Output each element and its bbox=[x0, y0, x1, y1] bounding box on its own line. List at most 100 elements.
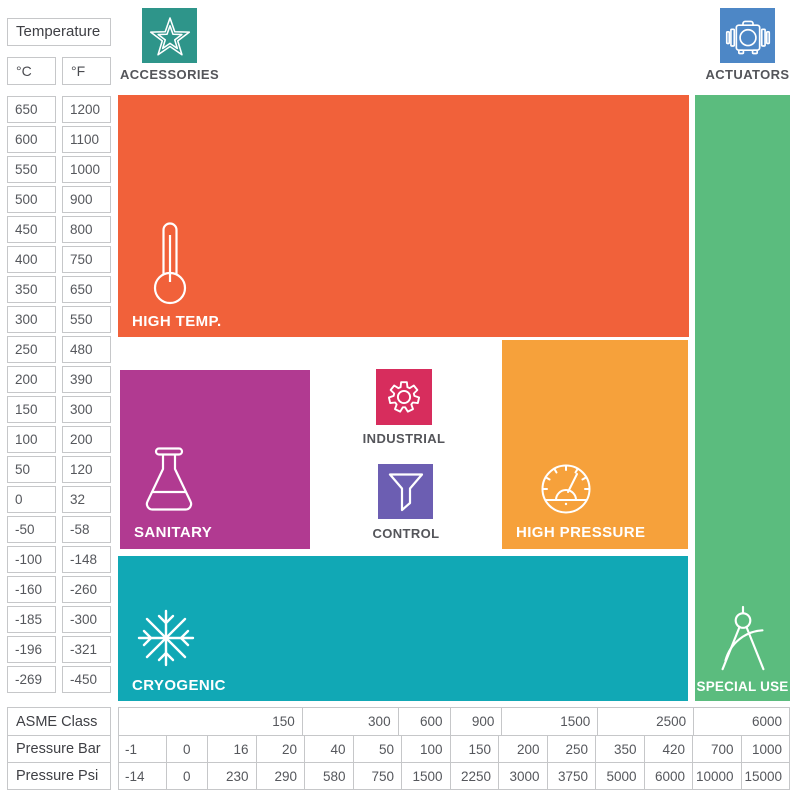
psi-cell-12: 10000 bbox=[692, 763, 741, 789]
bar-cell-7: 150 bbox=[449, 736, 499, 762]
industrial-tile[interactable] bbox=[376, 369, 432, 425]
temp-cell-f-2: 1000 bbox=[62, 156, 111, 183]
temp-cell-c-7: 300 bbox=[7, 306, 56, 333]
asme-cell-1: 300 bbox=[301, 708, 398, 735]
temp-cell-c-0: 650 bbox=[7, 96, 56, 123]
flask-icon bbox=[145, 447, 193, 511]
temp-cell-c-15: -100 bbox=[7, 546, 56, 573]
psi-cell-5: 750 bbox=[352, 763, 402, 789]
temp-cell-f-13: 32 bbox=[62, 486, 111, 513]
temp-unit-celsius: °C bbox=[7, 57, 56, 85]
temp-unit-fahrenheit: °F bbox=[62, 57, 111, 85]
temperature-title: Temperature bbox=[7, 18, 111, 46]
psi-cell-1: 0 bbox=[165, 763, 208, 789]
asme-cell-6: 6000 bbox=[693, 708, 789, 735]
asme-cell-2: 600 bbox=[397, 708, 450, 735]
bar-cell-3: 20 bbox=[255, 736, 305, 762]
asme-cell-0: 150 bbox=[272, 714, 295, 729]
compass-icon bbox=[721, 605, 765, 671]
star-icon bbox=[149, 16, 190, 56]
temp-cell-c-1: 600 bbox=[7, 126, 56, 153]
psi-cell-6: 1500 bbox=[401, 763, 450, 789]
temp-cell-f-7: 550 bbox=[62, 306, 111, 333]
temp-cell-f-19: -450 bbox=[62, 666, 111, 693]
control-tile[interactable] bbox=[378, 464, 433, 519]
bar-cell-12: 700 bbox=[692, 736, 741, 762]
temperature-f-column: 1200 1100 1000 900 800 750 650 550 480 390 300 200 1… bbox=[62, 96, 111, 696]
temp-cell-f-5: 750 bbox=[62, 246, 111, 273]
bar-cell-9: 250 bbox=[546, 736, 596, 762]
region-high-pressure[interactable]: HIGH PRESSURE bbox=[502, 340, 688, 549]
temp-cell-f-1: 1100 bbox=[62, 126, 111, 153]
psi-cell-7: 2250 bbox=[449, 763, 499, 789]
bar-cell-6: 100 bbox=[401, 736, 450, 762]
temp-cell-c-3: 500 bbox=[7, 186, 56, 213]
temp-cell-c-13: 0 bbox=[7, 486, 56, 513]
temp-cell-c-16: -160 bbox=[7, 576, 56, 603]
temp-cell-f-16: -260 bbox=[62, 576, 111, 603]
asme-cell-5: 2500 bbox=[597, 708, 693, 735]
temp-cell-f-14: -58 bbox=[62, 516, 111, 543]
temp-cell-f-10: 300 bbox=[62, 396, 111, 423]
asme-class-label: ASME Class bbox=[16, 713, 98, 730]
actuators-tile[interactable] bbox=[720, 8, 775, 63]
region-high-temp[interactable]: HIGH TEMP. bbox=[118, 95, 689, 337]
temp-cell-c-6: 350 bbox=[7, 276, 56, 303]
temp-cell-f-12: 120 bbox=[62, 456, 111, 483]
asme-class-row: 150 300 600 900 1500 2500 6000 bbox=[119, 708, 789, 735]
pressure-psi-row: -14 0 230 290 580 750 1500 2250 3000 3750 5000 6000… bbox=[119, 762, 789, 789]
psi-cell-10: 5000 bbox=[595, 763, 644, 789]
temp-cell-c-14: -50 bbox=[7, 516, 56, 543]
temp-cell-c-11: 100 bbox=[7, 426, 56, 453]
pressure-bar-label: Pressure Bar bbox=[16, 741, 101, 757]
region-cryogenic-label: CRYOGENIC bbox=[132, 677, 226, 694]
gear-icon bbox=[387, 381, 421, 413]
region-sanitary[interactable]: SANITARY bbox=[120, 370, 310, 549]
asme-cell-4: 1500 bbox=[501, 708, 597, 735]
temp-cell-f-3: 900 bbox=[62, 186, 111, 213]
region-high-pressure-label: HIGH PRESSURE bbox=[516, 524, 646, 541]
gauge-icon bbox=[541, 464, 591, 514]
bar-cell-4: 40 bbox=[304, 736, 353, 762]
psi-cell-13: 15000 bbox=[740, 763, 790, 789]
pressure-psi-label: Pressure Psi bbox=[16, 768, 99, 784]
accessories-tile[interactable] bbox=[142, 8, 197, 63]
temp-cell-f-17: -300 bbox=[62, 606, 111, 633]
thermometer-icon bbox=[153, 222, 187, 305]
industrial-label: INDUSTRIAL bbox=[362, 431, 446, 446]
bar-cell-11: 420 bbox=[643, 736, 693, 762]
psi-cell-11: 6000 bbox=[643, 763, 693, 789]
bar-cell-1: 0 bbox=[165, 736, 208, 762]
temperature-c-column: 650 600 550 500 450 400 350 300 250 200 150 100 50 0-… bbox=[7, 96, 56, 696]
funnel-icon bbox=[388, 472, 423, 511]
temp-cell-f-11: 200 bbox=[62, 426, 111, 453]
temp-cell-c-17: -185 bbox=[7, 606, 56, 633]
actuator-icon bbox=[725, 20, 770, 54]
actuators-label: ACTUATORS bbox=[705, 67, 790, 82]
bar-cell-13: 1000 bbox=[740, 736, 790, 762]
temp-cell-f-8: 480 bbox=[62, 336, 111, 363]
temp-cell-c-4: 450 bbox=[7, 216, 56, 243]
temp-cell-c-18: -196 bbox=[7, 636, 56, 663]
pressure-label-grid: ASME Class Pressure Bar Pressure Psi bbox=[7, 707, 111, 790]
bar-cell-10: 350 bbox=[595, 736, 644, 762]
bar-cell-8: 200 bbox=[498, 736, 547, 762]
snowflake-icon bbox=[137, 609, 195, 667]
temp-cell-f-9: 390 bbox=[62, 366, 111, 393]
bar-cell-2: 16 bbox=[207, 736, 256, 762]
region-special-use-label: SPECIAL USE bbox=[696, 679, 789, 694]
region-special-use[interactable]: SPECIAL USE bbox=[695, 95, 790, 701]
temp-cell-c-5: 400 bbox=[7, 246, 56, 273]
asme-cell-3: 900 bbox=[449, 708, 502, 735]
pressure-bar-row: -1 0 16 20 40 50 100 150 200 250 350 420 700 1000 bbox=[119, 735, 789, 762]
psi-cell-4: 580 bbox=[304, 763, 353, 789]
bar-cell-0: -1 bbox=[125, 741, 138, 757]
temp-cell-f-15: -148 bbox=[62, 546, 111, 573]
temp-cell-f-0: 1200 bbox=[62, 96, 111, 123]
region-cryogenic[interactable]: CRYOGENIC bbox=[118, 556, 688, 701]
temp-cell-f-18: -321 bbox=[62, 636, 111, 663]
temp-cell-c-10: 150 bbox=[7, 396, 56, 423]
pressure-data-grid: 150 300 600 900 1500 2500 6000 -1 0 16 20 40 50 100 1… bbox=[118, 707, 790, 790]
temp-cell-c-2: 550 bbox=[7, 156, 56, 183]
